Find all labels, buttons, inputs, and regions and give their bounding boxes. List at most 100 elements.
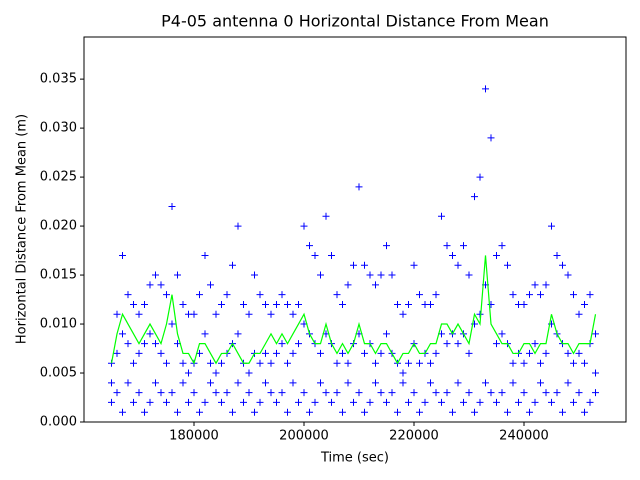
data-point [196,408,204,416]
data-point [427,379,435,387]
data-point [218,398,226,406]
data-point [482,85,490,93]
data-point [113,389,121,397]
data-point [295,340,303,348]
data-point [295,300,303,308]
data-point [564,271,572,279]
data-point [498,389,506,397]
data-point [570,359,578,367]
data-point [460,242,468,250]
data-point [454,379,462,387]
data-point [113,349,121,357]
data-point [394,300,402,308]
data-point [542,281,550,289]
data-point [520,359,528,367]
data-point [432,389,440,397]
data-point [427,359,435,367]
mean-line [110,255,597,365]
data-point [416,291,424,299]
data-point [256,398,264,406]
data-point [152,379,159,387]
y-tick-label: 0.000 [40,415,77,430]
data-point [526,408,534,416]
data-point [355,389,363,397]
x-tick-label: 220000 [389,429,439,444]
data-point [372,281,380,289]
data-point [361,349,369,357]
data-point [586,398,594,406]
data-point [366,398,374,406]
data-point [234,222,242,230]
data-point [179,379,187,387]
data-point [179,359,187,367]
y-tick-label: 0.015 [40,268,77,283]
data-point [278,291,286,299]
data-point [251,408,259,416]
data-point [152,340,159,348]
data-point [399,310,407,318]
data-point [240,300,248,308]
data-point [344,379,352,387]
data-point [234,330,242,338]
data-point [130,359,137,367]
data-point [509,291,517,299]
data-point [141,408,148,416]
data-point [185,398,192,406]
data-point [108,398,115,406]
data-point [570,398,578,406]
data-point [278,389,286,397]
data-point [504,408,512,416]
data-point [493,251,501,259]
data-point [168,202,176,210]
data-point [273,398,281,406]
data-point [482,379,490,387]
data-point [113,310,121,318]
data-point [570,291,578,299]
data-point [399,369,407,377]
data-point [119,408,126,416]
data-point [432,291,440,299]
data-point [278,340,286,348]
data-point [157,349,165,357]
data-point [284,300,292,308]
chart-title: P4-05 antenna 0 Horizontal Distance From… [161,12,549,31]
data-point [333,389,341,397]
data-point [245,369,253,377]
data-point [537,359,545,367]
data-point [366,271,374,279]
data-point [487,300,495,308]
data-point [168,389,176,397]
data-point [322,389,330,397]
data-point [251,271,259,279]
data-point [443,242,451,250]
data-point [471,193,479,201]
data-point [289,379,297,387]
data-point [581,408,589,416]
data-point [372,359,380,367]
data-point [333,291,341,299]
data-point [581,359,589,367]
data-point [405,398,413,406]
data-point [163,359,170,367]
data-point [405,300,413,308]
data-point [509,379,517,387]
data-point [163,398,170,406]
data-point [465,349,473,357]
data-point [383,398,391,406]
data-point [119,251,126,259]
data-point [416,408,424,416]
data-point [201,251,209,259]
data-point [157,389,165,397]
data-point [443,389,451,397]
data-point [256,359,264,367]
plot-area [108,85,600,416]
data-point [289,349,297,357]
data-point [344,281,352,289]
data-point [190,310,198,318]
data-point [383,330,391,338]
data-point [399,379,407,387]
data-point [350,261,358,269]
data-point [377,389,385,397]
data-point [537,379,545,387]
y-axis-label: Horizontal Distance From Mean (m) [15,114,30,344]
